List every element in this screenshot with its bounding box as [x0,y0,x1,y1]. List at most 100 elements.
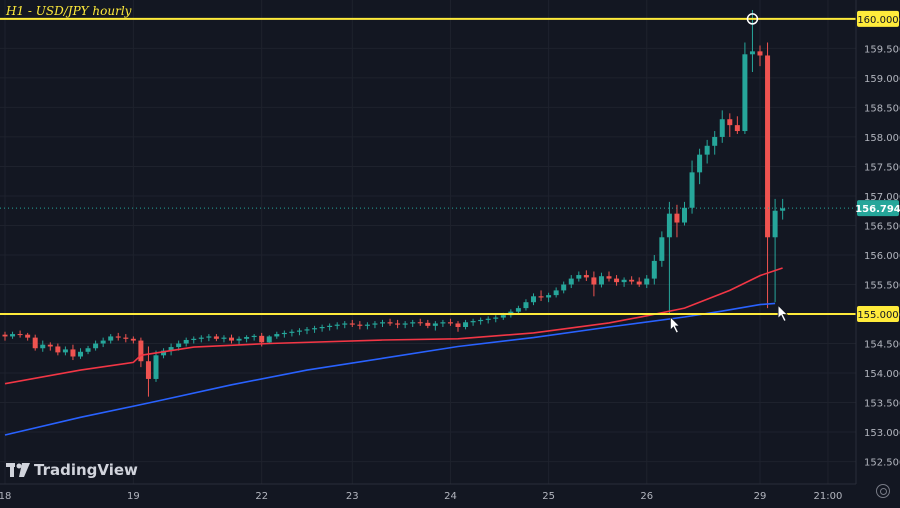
candle-body [478,319,484,322]
candle-body [304,329,310,331]
level-price-tag [857,306,899,323]
candle-body [523,302,529,309]
candle-body [153,355,159,379]
x-tick-label: 29 [754,491,767,502]
candle-body [765,55,771,238]
candle-body [312,328,318,330]
candle-body [183,339,189,344]
y-tick-label: 152.500 [864,458,900,469]
tradingview-logo[interactable]: TradingView [6,461,138,479]
candle-body [349,323,355,325]
y-tick-label: 157.000 [864,192,900,203]
candle-body [266,336,272,343]
candle-body [108,336,114,341]
level-price-tag [857,10,899,27]
candle-body [274,334,280,337]
candle-body [757,51,763,56]
candle-body [168,347,174,351]
candle-body [281,332,287,335]
candle-body [591,277,597,285]
candle-body [380,322,385,324]
x-tick-label: 24 [444,491,457,502]
candle-body [697,154,703,173]
candle-body [213,336,219,339]
candle-body [598,276,604,285]
candle-body [749,51,755,55]
candle-body [734,125,740,132]
y-tick-label: 159.500 [864,44,900,55]
candle-body [402,323,408,325]
candle-body [145,361,151,379]
candle-body [206,336,212,338]
y-tick-label: 158.500 [864,103,900,114]
candle-body [130,338,136,341]
current-price-tag [857,200,899,217]
candle-body [357,324,363,326]
ma-slow-line [4,302,776,436]
candle-body [606,276,612,279]
candle-body [25,334,31,338]
candle-body [40,344,46,349]
y-tick-label: 154.000 [864,369,900,380]
candle-body [372,323,378,325]
candle-body [425,322,431,326]
candle-body [666,213,672,238]
candle-body [568,278,574,285]
tradingview-logo-icon [6,463,30,477]
y-tick-label: 155.500 [864,280,900,291]
candle-body [221,337,227,339]
x-tick-label: 23 [346,491,359,502]
candle-body [244,337,250,339]
x-tick-label: 18 [0,491,11,502]
x-tick-label: 22 [255,491,268,502]
candle-body [123,337,129,339]
candle-body [138,340,144,362]
candle-body [62,349,68,353]
candle-body [229,337,234,341]
candle-body [296,330,302,332]
candle-body [719,119,725,137]
level-price-label: 160.000 [857,15,898,26]
y-tick-label: 154.500 [864,340,900,351]
candle-body [364,324,370,326]
candle-body [659,237,665,261]
y-tick-label: 158.000 [864,133,900,144]
x-tick-label: 19 [127,491,140,502]
candle-body [712,136,718,146]
y-tick-label: 153.500 [864,399,900,410]
candle-body [334,324,340,326]
candle-body [674,213,680,223]
candle-body [410,322,416,324]
candle-body [100,340,106,344]
candle-body [500,315,506,318]
candle-body [629,279,635,282]
x-tick-label: 21:00 [814,491,843,502]
tradingview-logo-text: TradingView [34,461,138,479]
candle-body [704,145,710,155]
candle-body [515,308,521,312]
high-marker-circle [746,13,759,25]
candle-body [395,323,401,325]
candle-body [32,337,38,349]
cursor-arrow-icon [670,316,681,334]
candle-body [191,338,197,340]
candle-body [689,172,695,208]
candle-body [621,279,627,283]
y-tick-label: 156.500 [864,221,900,232]
candle-body [10,334,16,337]
y-tick-label: 153.000 [864,428,900,439]
candle-body [78,351,83,357]
gear-icon[interactable] [876,484,890,498]
candle-body [432,323,438,326]
y-tick-label: 159.000 [864,74,900,85]
candle-body [70,349,76,357]
candle-body [727,119,733,126]
candle-body [342,323,348,325]
candle-body [327,325,333,327]
candle-body [85,348,91,352]
level-price-label: 155.000 [857,310,898,321]
candle-body [417,322,423,324]
candle-body [531,296,536,303]
